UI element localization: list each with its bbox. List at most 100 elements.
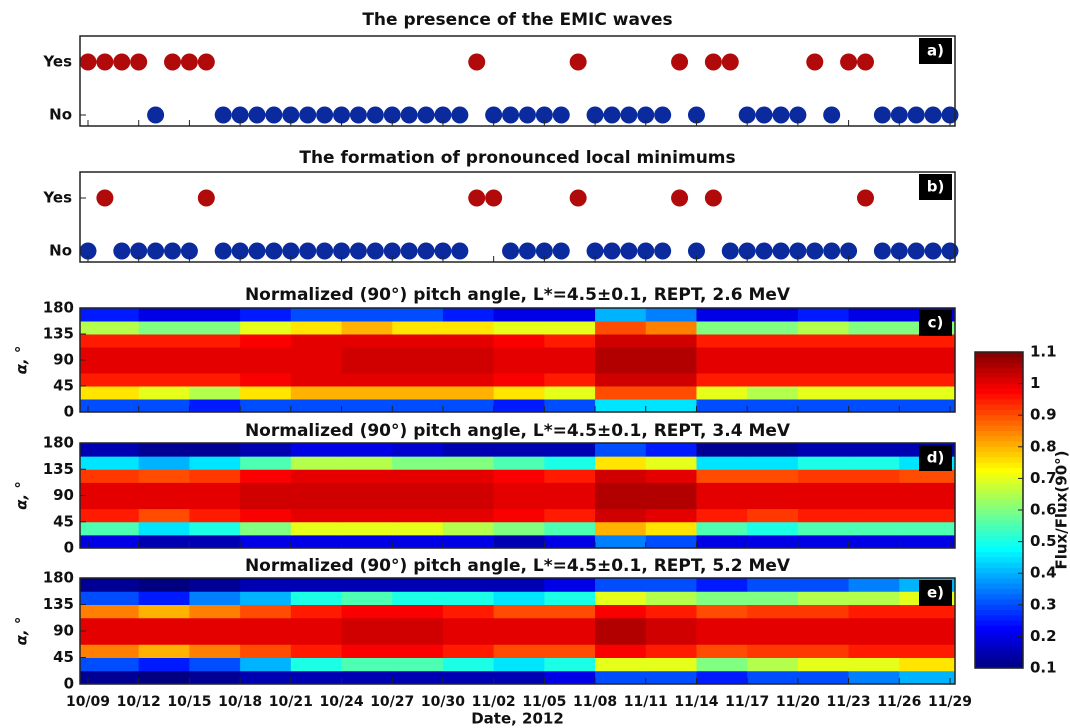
heatmap-cell xyxy=(80,591,140,605)
colorbar-step xyxy=(975,520,1023,527)
event-dot xyxy=(738,106,756,124)
event-dot xyxy=(485,106,503,124)
heatmap-cell xyxy=(290,657,343,672)
heatmap-cell xyxy=(595,308,647,322)
heatmap-cell xyxy=(341,482,393,496)
heatmap-cell xyxy=(645,360,697,374)
event-dot xyxy=(180,53,198,71)
heatmap-cell xyxy=(80,578,140,592)
colorbar-step xyxy=(975,383,1023,390)
heatmap-cell xyxy=(797,657,850,672)
heatmap-cell xyxy=(290,469,343,483)
heatmap-cell xyxy=(240,604,292,619)
event-dot xyxy=(214,106,232,124)
heatmap-cell xyxy=(747,443,799,457)
heatmap-cell xyxy=(80,631,140,645)
heatmap-cell xyxy=(442,321,495,335)
heatmap-cell xyxy=(442,521,495,536)
event-dot xyxy=(485,189,503,207)
heatmap-cell xyxy=(392,386,444,400)
heatmap-cell xyxy=(544,495,596,510)
heatmap-cell xyxy=(290,631,343,645)
colorbar-step xyxy=(975,557,1023,564)
heatmap-cell xyxy=(493,657,545,672)
heatmap-cell xyxy=(696,308,748,322)
colorbar-step xyxy=(975,510,1023,516)
heatmap-cell xyxy=(392,534,444,549)
heatmap-cell xyxy=(341,443,393,457)
heatmap-cell xyxy=(645,617,697,632)
axes-frame xyxy=(79,577,956,685)
heatmap-cell xyxy=(544,534,596,549)
y-tick-label: 45 xyxy=(53,648,74,666)
heatmap-cell xyxy=(138,334,190,348)
y-tick-label: 45 xyxy=(53,377,74,395)
event-dot xyxy=(654,242,672,260)
heatmap-cell xyxy=(442,360,495,374)
heatmap-cell xyxy=(80,360,140,374)
event-dot xyxy=(231,242,249,260)
heatmap-cell xyxy=(544,386,596,400)
event-dot xyxy=(265,242,283,260)
heatmap-cell xyxy=(848,508,900,523)
heatmap-cell xyxy=(442,482,495,496)
colorbar-step xyxy=(975,594,1023,601)
x-tick-label: 11/17 xyxy=(725,694,769,710)
heatmap-cell xyxy=(544,644,596,658)
heatmap-cell xyxy=(290,386,343,400)
heatmap-cell xyxy=(595,443,647,457)
heatmap-cell xyxy=(595,386,647,400)
heatmap-cell xyxy=(645,443,697,457)
heatmap-cell xyxy=(848,521,900,536)
heatmap-cell xyxy=(189,443,241,457)
heatmap-cell xyxy=(341,670,393,685)
heatmap-cell xyxy=(899,334,956,348)
heatmap-cell xyxy=(493,443,545,457)
colorbar-step xyxy=(975,546,1023,553)
heatmap-cell xyxy=(240,631,292,645)
colorbar-tick-label: 0.7 xyxy=(1030,469,1057,487)
colorbar-step xyxy=(975,431,1023,437)
x-tick-label: 11/05 xyxy=(522,694,566,710)
x-tick-label: 10/30 xyxy=(421,694,465,710)
heatmap-cell xyxy=(240,373,292,387)
heatmap-cell xyxy=(595,495,647,510)
colorbar-step xyxy=(975,567,1023,574)
heatmap-cell xyxy=(899,604,956,619)
heatmap-cell xyxy=(442,657,495,672)
heatmap-cell xyxy=(544,321,596,335)
heatmap-cell xyxy=(341,591,393,605)
event-dot xyxy=(654,106,672,124)
colorbar-tick-label: 1 xyxy=(1030,374,1040,392)
event-dot xyxy=(535,242,553,260)
heatmap-cell xyxy=(290,670,343,685)
event-dot xyxy=(806,53,824,71)
event-dot xyxy=(96,53,114,71)
heatmap-cell xyxy=(797,482,850,496)
heatmap-cell xyxy=(138,456,190,470)
heatmap-cell xyxy=(797,631,850,645)
heatmap-cell xyxy=(442,591,495,605)
heatmap-cell xyxy=(747,347,799,361)
heatmap-cell xyxy=(544,617,596,632)
heatmap-cell xyxy=(240,456,292,470)
heatmap-cell xyxy=(80,334,140,348)
heatmap-cell xyxy=(290,495,343,510)
heatmap-cell xyxy=(442,334,495,348)
heatmap-cell xyxy=(493,508,545,523)
heatmap-cell xyxy=(696,617,748,632)
colorbar-step xyxy=(975,436,1023,443)
heatmap-cell xyxy=(341,521,393,536)
heatmap-cell xyxy=(240,469,292,483)
x-tick-label: 10/12 xyxy=(117,694,161,710)
colorbar-step xyxy=(975,394,1023,400)
y-category-label: Yes xyxy=(42,189,72,207)
heatmap-cell xyxy=(138,670,190,685)
colorbar-tick-label: 0.2 xyxy=(1030,627,1057,645)
heatmap-cell xyxy=(290,482,343,496)
panel-label-box xyxy=(919,310,952,336)
heatmap-cell xyxy=(696,456,748,470)
heatmap-cell xyxy=(493,495,545,510)
event-dot xyxy=(113,242,131,260)
